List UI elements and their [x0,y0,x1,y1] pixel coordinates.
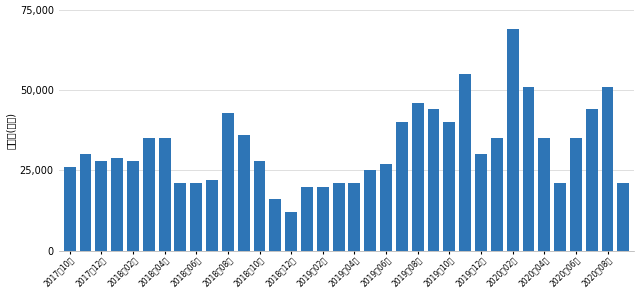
Bar [301,186,313,251]
Bar [554,183,566,251]
Bar [253,161,266,251]
Bar [349,183,360,251]
Bar [190,183,202,251]
Y-axis label: 거래량(건수): 거래량(건수) [6,112,15,149]
Bar [507,29,518,251]
Bar [222,113,234,251]
Bar [586,109,598,251]
Bar [475,154,487,251]
Bar [79,154,92,251]
Bar [317,186,329,251]
Bar [364,171,376,251]
Bar [285,212,297,251]
Bar [237,135,250,251]
Bar [127,161,139,251]
Bar [95,161,108,251]
Bar [206,180,218,251]
Bar [460,74,471,251]
Bar [111,158,123,251]
Bar [491,138,503,251]
Bar [570,138,582,251]
Bar [412,103,424,251]
Bar [269,199,281,251]
Bar [64,167,76,251]
Bar [428,109,440,251]
Bar [444,122,455,251]
Bar [159,138,170,251]
Bar [618,183,629,251]
Bar [522,87,534,251]
Bar [380,164,392,251]
Bar [602,87,614,251]
Bar [538,138,550,251]
Bar [175,183,186,251]
Bar [333,183,344,251]
Bar [396,122,408,251]
Bar [143,138,155,251]
